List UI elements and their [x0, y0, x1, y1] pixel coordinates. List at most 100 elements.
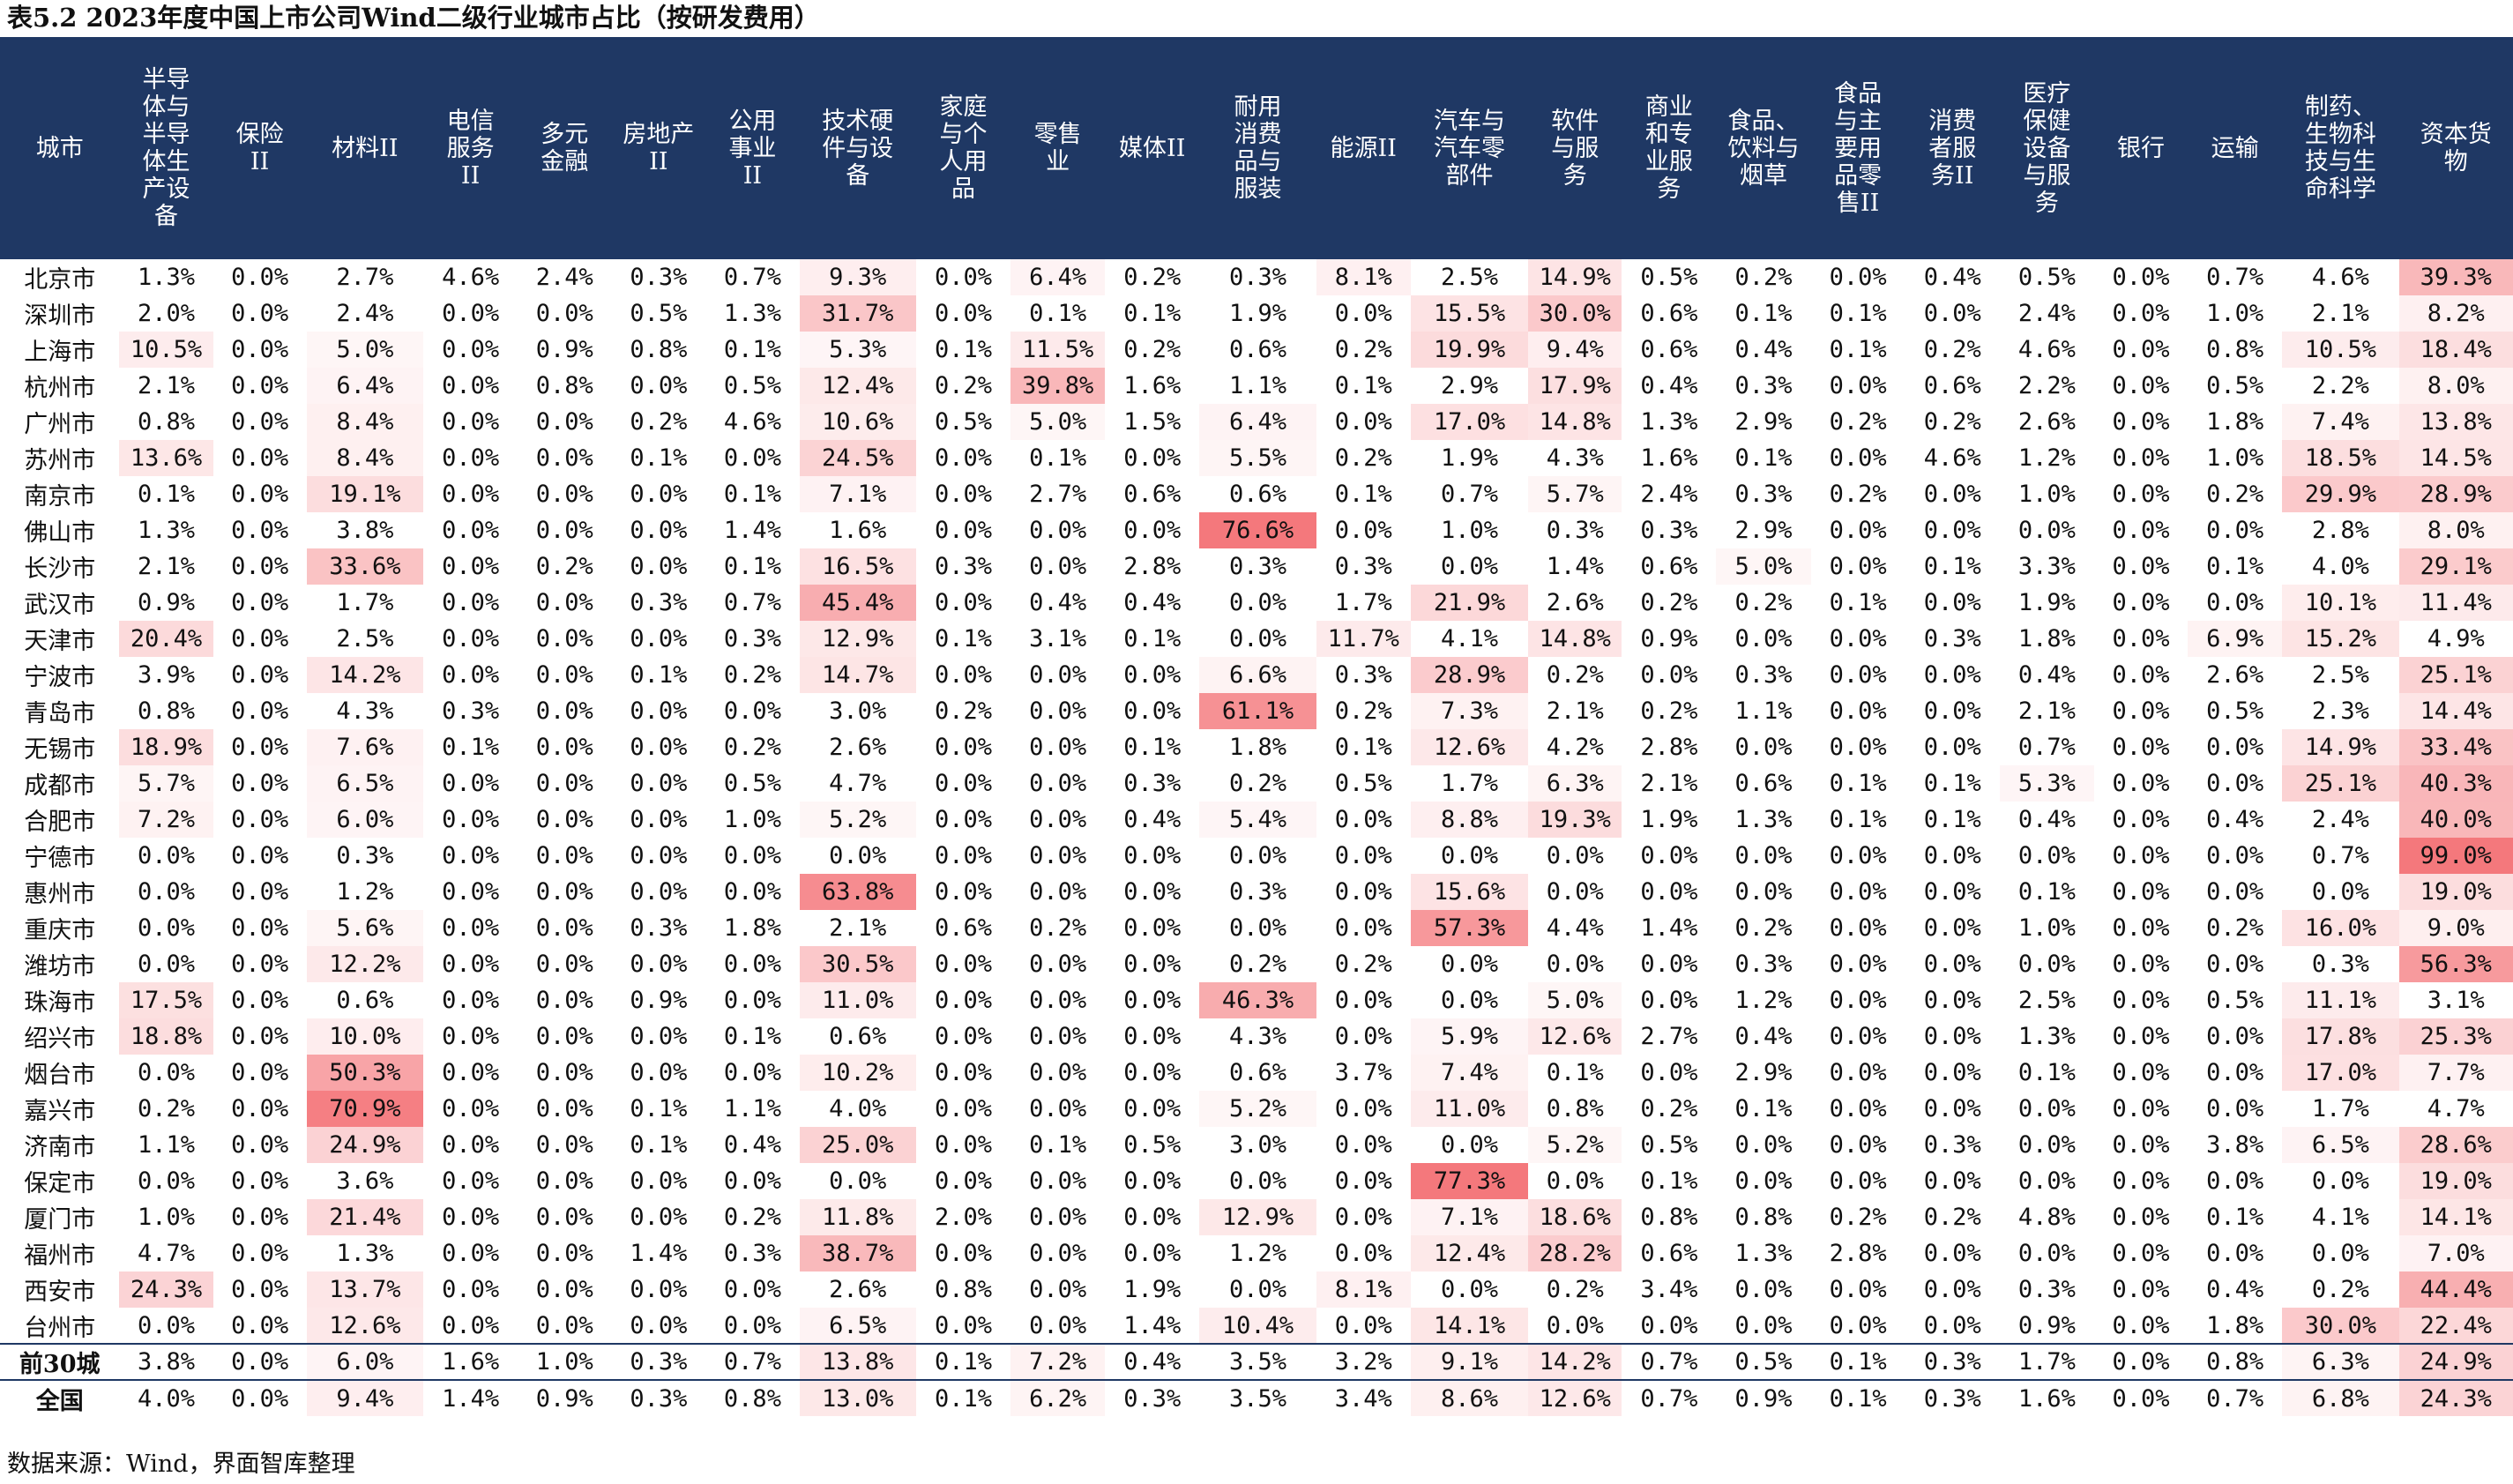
share-cell: 0.0% [2206, 878, 2264, 906]
share-cell: 0.0% [442, 770, 500, 797]
share-cell: 0.0% [1334, 806, 1392, 833]
summary-row: 全国 4.0% 0.0% 9.4% 1.4% 0.9% 0.3% 0.8% 13.0% 0.1% 6… [0, 1379, 2513, 1416]
share-cell: 0.0% [934, 1131, 992, 1159]
share-cell: 9.1% [1410, 1343, 1529, 1380]
share-cell: 0.2% [1640, 589, 1698, 616]
share-cell: 0.9% [1716, 1379, 1811, 1416]
share-cell: 7.2% [119, 802, 213, 838]
share-cell: 0.0% [1923, 1311, 1981, 1339]
share-cell: 0.0% [2112, 589, 2170, 616]
table-row: 杭州市 2.1% 0.0% 6.4% 0.0% 0.8% 0.0% 0.5% 12.4% 0.2%… [0, 368, 2513, 404]
share-cell: 0.0% [442, 1240, 500, 1267]
share-cell: 0.2% [1334, 951, 1392, 978]
share-cell: 0.0% [2112, 1059, 2170, 1086]
share-cell: 0.0% [1923, 1023, 1981, 1050]
share-cell: 1.3% [137, 264, 195, 291]
share-cell: 30.0% [2282, 1308, 2399, 1344]
share-cell: 0.4% [1640, 372, 1698, 399]
share-cell: 6.6% [1199, 657, 1316, 693]
share-cell: 0.2% [1829, 1204, 1887, 1231]
share-cell: 2.7% [1640, 1023, 1698, 1050]
share-cell: 0.0% [535, 1311, 593, 1339]
share-cell: 2.1% [1546, 697, 1604, 725]
table-row: 惠州市 0.0% 0.0% 1.2% 0.0% 0.0% 0.0% 0.0% 63.8% 0.0%… [0, 874, 2513, 910]
share-cell: 0.0% [231, 481, 289, 508]
share-cell: 0.0% [1923, 661, 1981, 689]
share-cell: 2.9% [1734, 408, 1793, 436]
share-cell: 0.9% [630, 987, 688, 1014]
share-cell: 0.3% [1334, 661, 1392, 689]
share-cell: 0.5% [1334, 770, 1392, 797]
share-cell: 10.0% [306, 1018, 424, 1055]
share-cell: 0.5% [2206, 372, 2264, 399]
share-cell: 1.9% [1228, 300, 1286, 327]
share-cell: 0.1% [915, 1379, 1011, 1416]
share-cell: 2.7% [336, 264, 394, 291]
share-cell: 0.0% [231, 372, 289, 399]
share-cell: 0.0% [442, 444, 500, 472]
share-cell: 0.0% [1228, 589, 1286, 616]
share-cell: 0.0% [442, 589, 500, 616]
share-cell: 0.1% [442, 734, 500, 761]
share-cell: 0.0% [1734, 1311, 1793, 1339]
share-cell: 0.0% [2112, 1023, 2170, 1050]
share-cell: 0.0% [934, 300, 992, 327]
share-cell: 0.0% [2112, 806, 2170, 833]
share-cell: 0.3% [1734, 661, 1793, 689]
share-cell: 0.1% [630, 1131, 688, 1159]
share-cell: 0.0% [1923, 697, 1981, 725]
share-cell: 0.3% [1734, 481, 1793, 508]
share-cell: 0.8% [705, 1379, 800, 1416]
share-cell: 0.0% [1029, 553, 1087, 580]
share-cell: 0.1% [934, 336, 992, 363]
table-row: 福州市 4.7% 0.0% 1.3% 0.0% 0.0% 1.4% 0.3% 38.7% 0.0%… [0, 1235, 2513, 1271]
table-row: 珠海市 17.5% 0.0% 0.6% 0.0% 0.0% 0.9% 0.0% 11.0% 0.0… [0, 982, 2513, 1018]
city-cell: 宁波市 [24, 664, 96, 691]
share-cell: 29.1% [2398, 548, 2513, 585]
share-cell: 0.1% [1734, 444, 1793, 472]
share-cell: 0.1% [1640, 1167, 1698, 1195]
share-cell: 0.0% [1029, 697, 1087, 725]
share-cell: 4.0% [2311, 553, 2369, 580]
share-cell: 0.0% [630, 481, 688, 508]
share-cell: 1.4% [1123, 1311, 1182, 1339]
share-cell: 0.0% [535, 661, 593, 689]
share-cell: 0.0% [1546, 951, 1604, 978]
share-cell: 0.0% [1440, 1276, 1498, 1303]
share-cell: 0.3% [1334, 553, 1392, 580]
table-row: 成都市 5.7% 0.0% 6.5% 0.0% 0.0% 0.0% 0.5% 4.7% 0.0% 0… [0, 765, 2513, 802]
table-row: 保定市 0.0% 0.0% 3.6% 0.0% 0.0% 0.0% 0.0% 0.0% 0.0% 0… [0, 1163, 2513, 1199]
share-cell: 0.0% [442, 806, 500, 833]
share-cell: 10.6% [799, 404, 916, 440]
share-cell: 0.0% [723, 444, 781, 472]
share-cell: 0.2% [1640, 1095, 1698, 1122]
share-cell: 0.0% [231, 408, 289, 436]
share-cell: 0.1% [1334, 734, 1392, 761]
share-cell: 0.0% [442, 842, 500, 869]
share-cell: 1.6% [1123, 372, 1182, 399]
share-cell: 28.2% [1528, 1235, 1622, 1271]
share-cell: 0.0% [2206, 1095, 2264, 1122]
share-cell: 50.3% [306, 1055, 424, 1091]
share-cell: 0.1% [1923, 806, 1981, 833]
share-cell: 0.1% [1829, 806, 1887, 833]
share-cell: 0.0% [442, 336, 500, 363]
table-row: 重庆市 0.0% 0.0% 5.6% 0.0% 0.0% 0.3% 1.8% 2.1% 0.6% 0… [0, 910, 2513, 946]
share-cell: 0.0% [535, 589, 593, 616]
share-cell: 0.0% [1029, 734, 1087, 761]
share-cell: 0.0% [630, 553, 688, 580]
share-cell: 1.5% [1123, 408, 1182, 436]
share-cell: 0.8% [1546, 1095, 1604, 1122]
share-cell: 0.0% [723, 987, 781, 1014]
share-cell: 0.2% [934, 372, 992, 399]
share-cell: 1.4% [1546, 553, 1604, 580]
share-cell: 18.5% [2282, 440, 2399, 476]
share-cell: 0.0% [1029, 1276, 1087, 1303]
share-cell: 0.0% [1334, 1095, 1392, 1122]
share-cell: 0.0% [2206, 1023, 2264, 1050]
share-cell: 0.9% [518, 1379, 612, 1416]
share-cell: 0.0% [2206, 1167, 2264, 1195]
share-cell: 12.6% [306, 1308, 424, 1344]
share-cell: 17.0% [1410, 404, 1529, 440]
table-row: 潍坊市 0.0% 0.0% 12.2% 0.0% 0.0% 0.0% 0.0% 30.5% 0.0… [0, 946, 2513, 982]
